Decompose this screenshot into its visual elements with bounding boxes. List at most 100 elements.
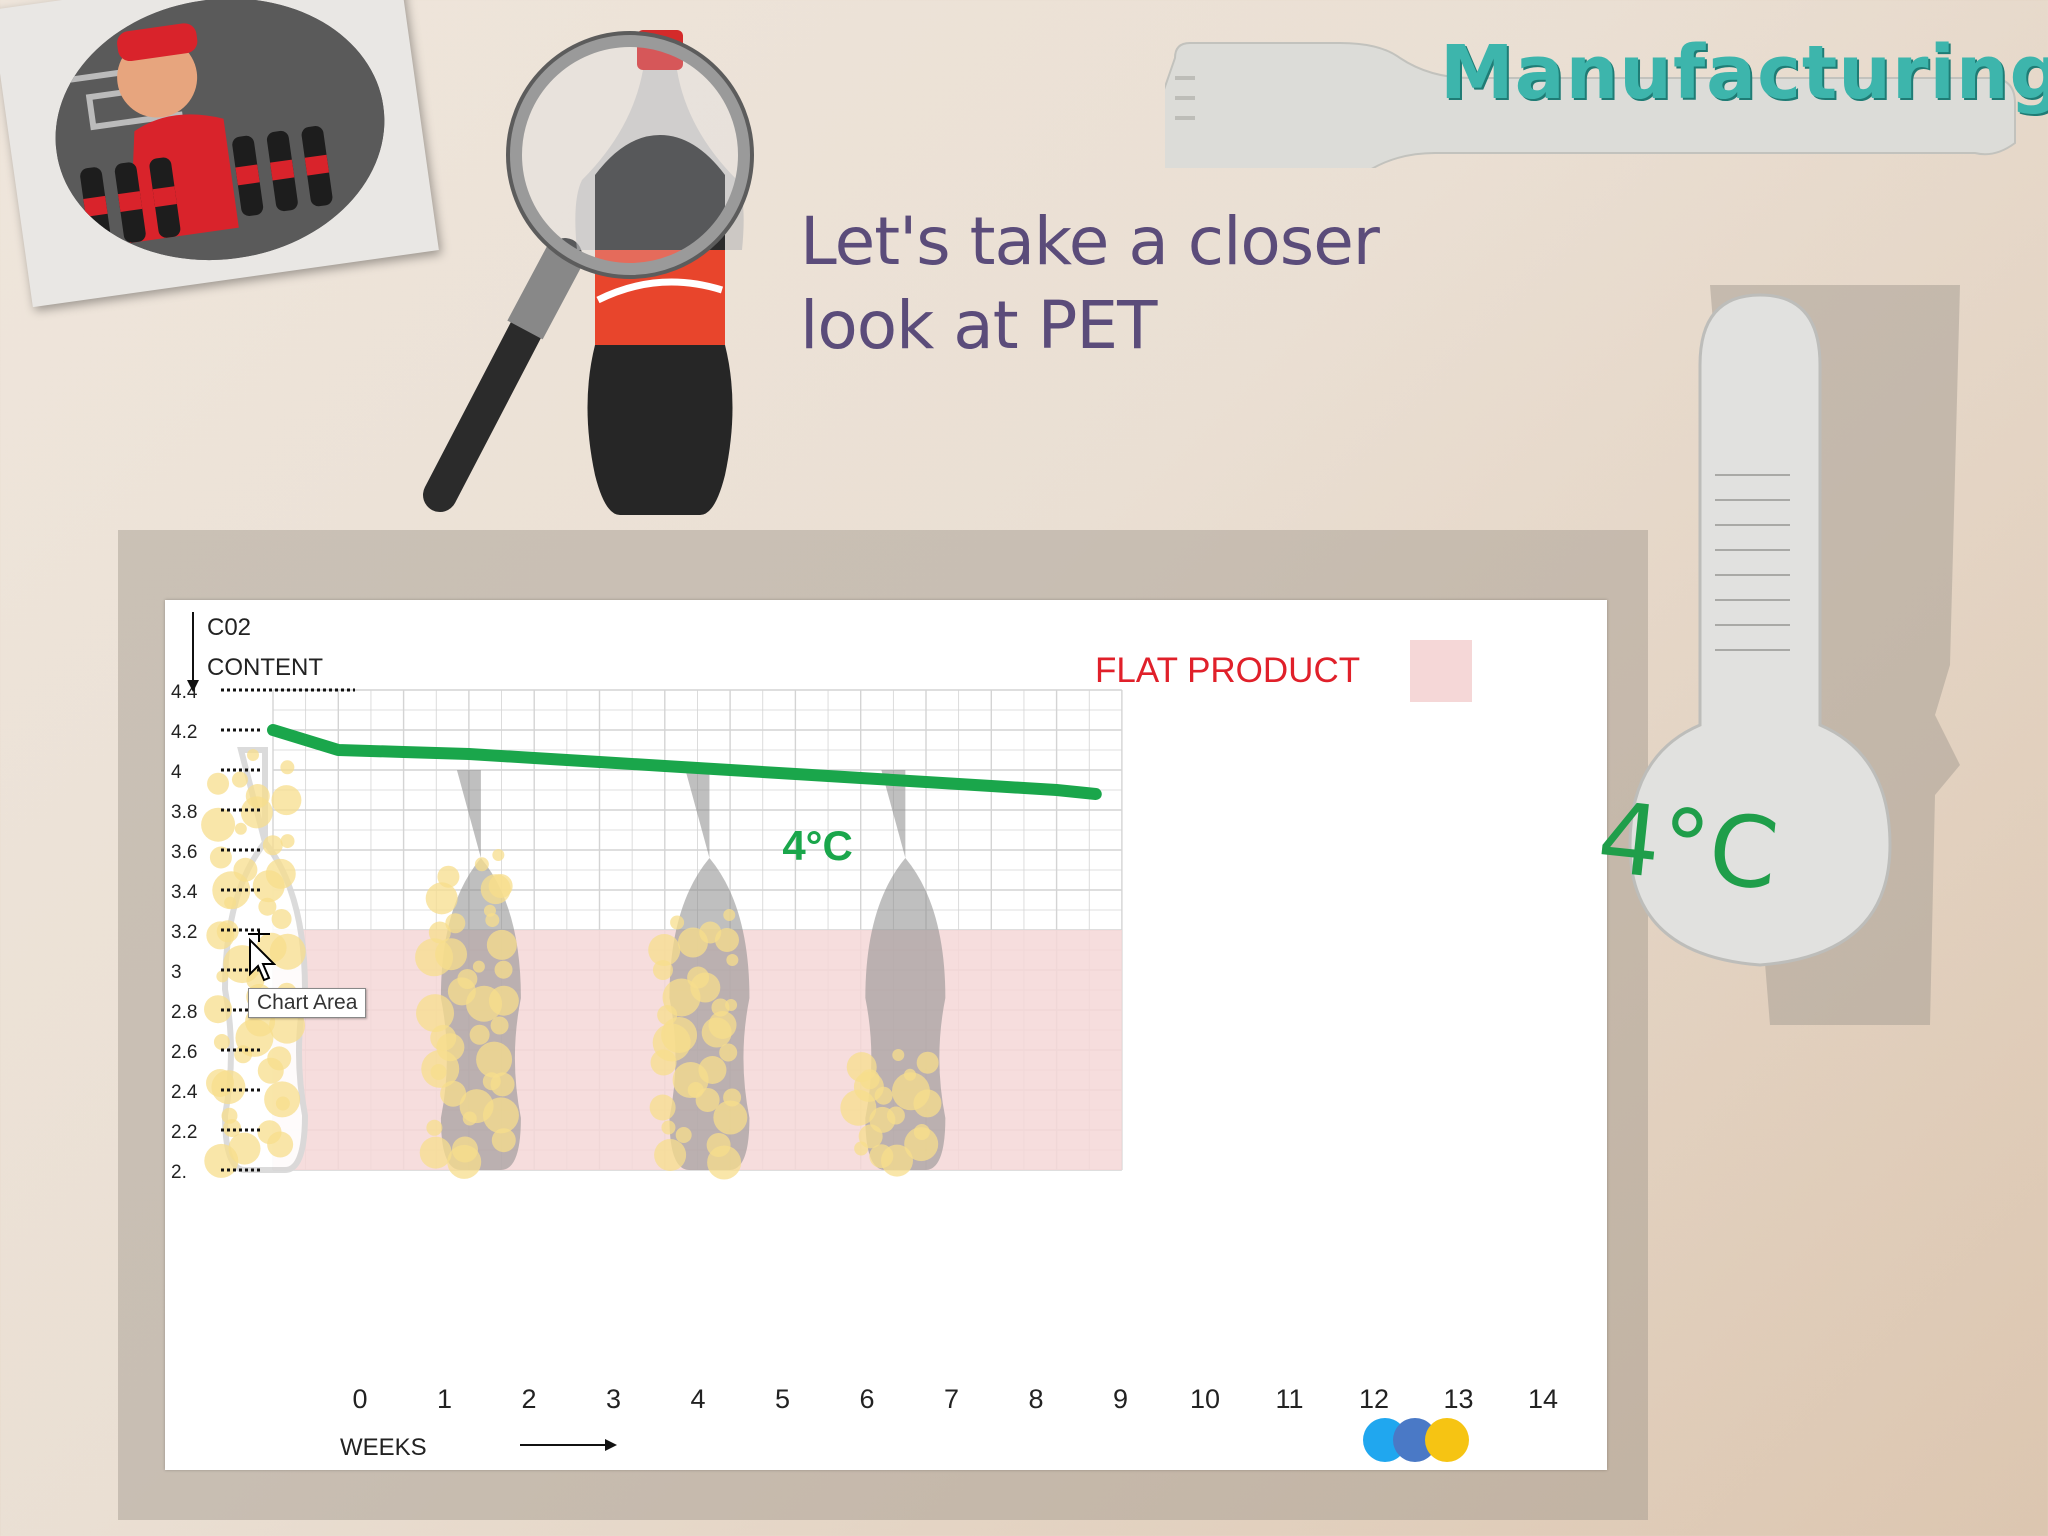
banner-bottle-shape — [1165, 42, 2016, 168]
flat-product-swatch — [1410, 640, 1472, 702]
bubble — [474, 857, 489, 872]
y-tick-label: 4 — [171, 762, 182, 783]
bubble — [231, 771, 248, 788]
bubble — [488, 985, 519, 1016]
bubble — [204, 995, 233, 1024]
bubble — [419, 1136, 452, 1169]
bubble — [204, 1143, 239, 1178]
bubble — [262, 835, 283, 856]
bubble — [426, 1119, 443, 1136]
bubble — [661, 1120, 676, 1135]
y-tick-label: 4.2 — [171, 722, 197, 743]
series-line-4c — [267, 724, 1102, 800]
y-tick-label: 3.2 — [171, 922, 197, 943]
y-tick-label: 3.8 — [171, 802, 197, 823]
bubble — [267, 1131, 294, 1158]
bubble — [904, 1127, 939, 1162]
bubble — [701, 1017, 732, 1048]
magnifying-glass-icon — [423, 30, 754, 515]
pet-bottle-icon — [575, 30, 744, 515]
bubble — [247, 749, 259, 761]
bubble — [854, 1141, 869, 1156]
bubble — [714, 928, 739, 952]
bubble — [216, 970, 229, 983]
bubble — [726, 954, 739, 966]
x-tick-label: 1 — [437, 1384, 452, 1414]
bubble — [492, 849, 505, 861]
bubble — [213, 1034, 230, 1050]
bubble — [719, 1043, 738, 1062]
nav-dot-2[interactable] — [1393, 1418, 1437, 1462]
bubble — [654, 1139, 687, 1171]
bubble — [482, 1097, 519, 1134]
bubble — [916, 1051, 939, 1074]
bubble — [224, 896, 237, 909]
bubble — [257, 1057, 284, 1084]
bubble — [428, 921, 451, 944]
flat-product-label: FLAT PRODUCT — [1095, 651, 1360, 690]
bubble — [233, 857, 258, 882]
bubble — [476, 1041, 513, 1078]
bubble — [657, 1005, 678, 1025]
bubble — [491, 1128, 516, 1153]
bubble — [723, 909, 736, 921]
bubble — [904, 1068, 917, 1081]
bubble — [687, 966, 710, 989]
y-tick-label: 3.4 — [171, 882, 198, 903]
x-tick-label: 4 — [690, 1384, 705, 1414]
bubble — [209, 846, 232, 869]
x-tick-label: 12 — [1359, 1384, 1389, 1414]
bubble — [280, 834, 295, 849]
y-tick-label: 2.4 — [171, 1082, 198, 1103]
x-tick-label: 2 — [521, 1384, 536, 1414]
bubble — [201, 807, 236, 842]
bubble — [435, 938, 468, 971]
bubble — [280, 760, 295, 775]
bubble — [421, 1049, 460, 1088]
bubble — [485, 913, 500, 928]
x-tick-label: 10 — [1190, 1384, 1220, 1414]
bubble — [707, 1145, 742, 1180]
thermometer-icon — [1628, 285, 1960, 1025]
x-axis-label: WEEKS — [340, 1434, 427, 1461]
bubble — [482, 1072, 501, 1091]
bubble — [451, 1136, 478, 1163]
bottle-3 — [840, 770, 946, 1177]
series-label-4c: 4°C — [782, 822, 853, 869]
bottling-worker-photo — [38, 0, 402, 282]
bubble — [469, 1024, 490, 1045]
bubble — [913, 1089, 942, 1118]
page-heading: Let's take a closer look at PET — [800, 200, 1420, 368]
bubble — [271, 909, 292, 929]
bubble — [869, 1144, 894, 1169]
y-tick-label: 3.6 — [171, 842, 197, 863]
bubble — [853, 1071, 884, 1102]
bubble — [264, 1081, 301, 1118]
bubble — [723, 1088, 742, 1107]
x-tick-label: 13 — [1443, 1384, 1473, 1414]
bubble — [252, 870, 285, 903]
bubble — [649, 1094, 676, 1121]
bubble — [206, 1069, 235, 1097]
x-tick-label: 11 — [1275, 1384, 1303, 1414]
bubble — [892, 1049, 905, 1061]
nav-dot-3[interactable] — [1425, 1418, 1469, 1462]
photo-card — [0, 0, 439, 308]
banner-title: Manufacturing — [1440, 30, 2048, 116]
y-axis-label-line2: CONTENT — [207, 654, 323, 681]
bottle-2 — [648, 770, 750, 1180]
bubble — [457, 969, 478, 989]
bubble — [472, 960, 485, 973]
bubble — [258, 897, 277, 916]
bubble — [490, 1016, 509, 1035]
bottle-1 — [415, 770, 521, 1179]
x-tick-label: 3 — [606, 1384, 621, 1414]
bubble — [698, 1056, 727, 1084]
y-tick-label: 2.6 — [171, 1042, 197, 1063]
x-tick-label: 0 — [352, 1384, 367, 1414]
x-tick-label: 14 — [1528, 1384, 1558, 1414]
bubble — [440, 1080, 467, 1107]
y-tick-label: 2.8 — [171, 1002, 197, 1023]
bubble — [494, 960, 513, 979]
